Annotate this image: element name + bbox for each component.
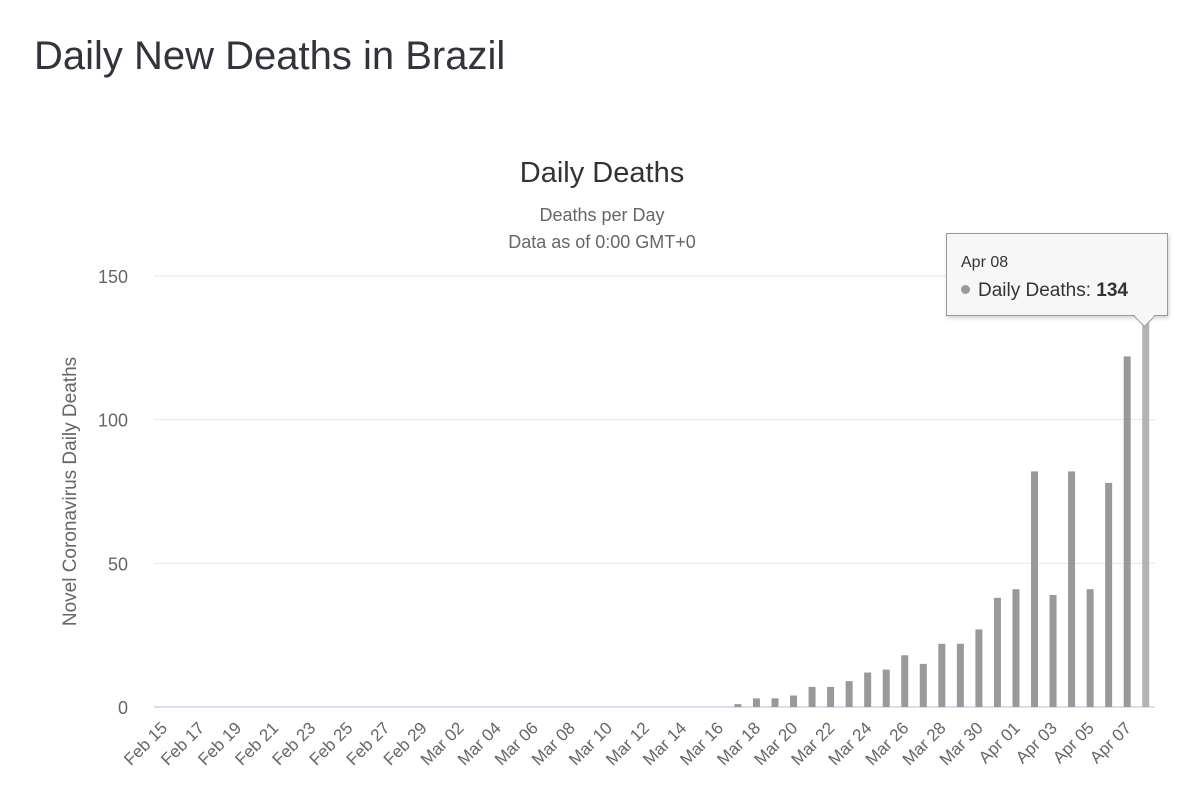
series-dot-icon <box>961 285 970 294</box>
tooltip-label: Daily Deaths: <box>978 280 1091 301</box>
bar-mar-27 <box>919 663 927 707</box>
y-tick-label: 0 <box>118 698 128 718</box>
bar-apr-02 <box>1031 471 1039 707</box>
bar-mar-30 <box>975 629 983 707</box>
bar-apr-06 <box>1105 482 1113 707</box>
tooltip-value: 134 <box>1096 280 1128 301</box>
y-tick-label: 100 <box>98 411 128 431</box>
bar-mar-29 <box>956 643 964 707</box>
tooltip-date: Apr 08 <box>961 254 1009 271</box>
chart-subtitle-2: Data as of 0:00 GMT+0 <box>508 232 696 252</box>
x-tick-label: Apr 01 <box>975 718 1024 767</box>
y-tick-label: 50 <box>108 554 128 574</box>
y-axis-label: Novel Coronavirus Daily Deaths <box>60 357 81 626</box>
chart-title: Daily Deaths <box>520 157 684 189</box>
chart-subtitle: Deaths per Day <box>539 205 664 225</box>
x-tick-label: Apr 05 <box>1049 718 1098 767</box>
bar-apr-01 <box>1012 589 1020 707</box>
bar-mar-31 <box>993 597 1001 707</box>
bar-apr-05 <box>1086 589 1094 707</box>
tooltip-row: Daily Deaths: 134 <box>961 280 1128 302</box>
bar-mar-20 <box>790 695 798 707</box>
x-tick-label: Apr 03 <box>1012 718 1061 767</box>
bar-mar-25 <box>882 669 890 707</box>
bar-mar-24 <box>864 672 872 707</box>
bar-mar-21 <box>808 686 816 707</box>
bar-mar-22 <box>827 686 835 707</box>
y-tick-label: 150 <box>98 267 128 287</box>
page-heading: Daily New Deaths in Brazil <box>34 34 506 78</box>
bar-mar-19 <box>771 698 779 707</box>
chart-tooltip: Apr 08 Daily Deaths: 134 <box>946 233 1168 316</box>
bar-apr-07 <box>1123 356 1131 707</box>
x-tick-label: Apr 07 <box>1086 718 1135 767</box>
bar-apr-04 <box>1068 471 1076 707</box>
bar-mar-17 <box>734 704 742 707</box>
bar-mar-28 <box>938 643 946 707</box>
bar-apr-08 <box>1142 321 1150 707</box>
bar-apr-03 <box>1049 594 1057 707</box>
bar-mar-23 <box>845 681 853 707</box>
bar-mar-18 <box>752 698 760 707</box>
bar-mar-26 <box>901 655 909 707</box>
